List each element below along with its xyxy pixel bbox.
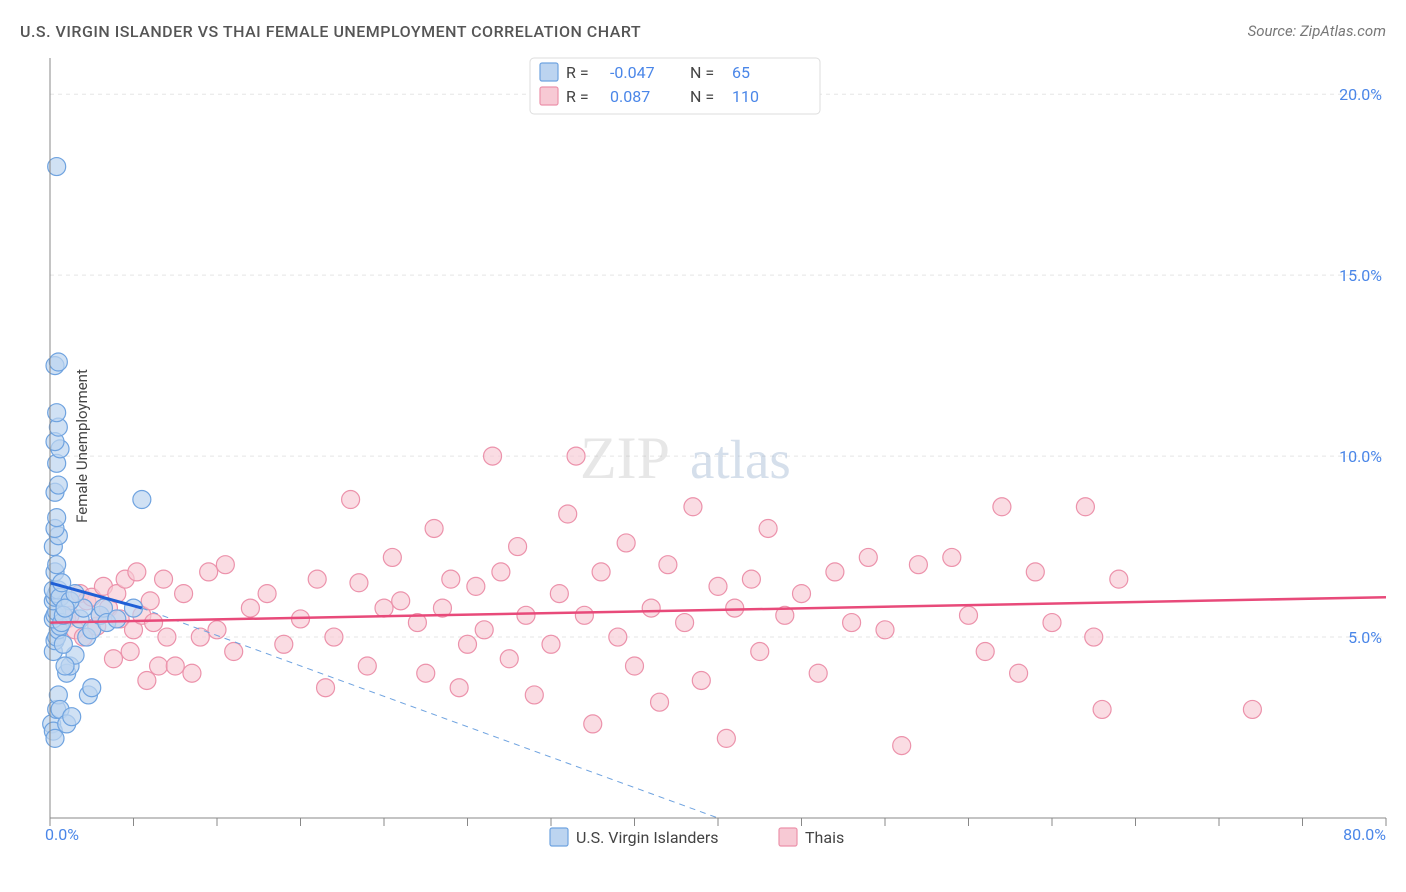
thai-points [58,447,1262,755]
svg-text:U.S. Virgin Islanders: U.S. Virgin Islanders [576,828,719,847]
svg-text:N =: N = [690,63,714,82]
svg-text:65: 65 [732,63,750,82]
watermark-zip: ZIP [580,425,670,491]
svg-text:15.0%: 15.0% [1339,266,1382,285]
svg-text:R =: R = [566,87,589,106]
svg-text:R =: R = [566,63,589,82]
watermark-atlas: atlas [690,429,791,490]
source-attribution: Source: ZipAtlas.com [1248,22,1386,40]
svg-text:-0.047: -0.047 [610,63,655,82]
x-end-label: 80.0% [1343,825,1386,844]
svg-text:10.0%: 10.0% [1339,447,1382,466]
svg-text:5.0%: 5.0% [1348,628,1382,647]
x-start-label: 0.0% [45,825,79,844]
series-legend: U.S. Virgin Islanders Thais [550,828,844,847]
svg-text:110: 110 [732,87,759,106]
scatter-chart: ZIP atlas 5.0%10.0%15.0%20.0% 0.0% 80.0%… [50,58,1386,838]
svg-text:Thais: Thais [805,828,844,847]
chart-svg: ZIP atlas 5.0%10.0%15.0%20.0% 0.0% 80.0%… [50,58,1386,838]
chart-title: U.S. VIRGIN ISLANDER VS THAI FEMALE UNEM… [20,22,641,41]
svg-text:N =: N = [690,87,714,106]
gridlines [50,94,1386,637]
svg-text:20.0%: 20.0% [1339,85,1382,104]
correlation-legend: R = -0.047 N = 65 R = 0.087 N = 110 [530,58,820,114]
trend-lines [50,583,1386,818]
y-tick-labels: 5.0% 10.0% 15.0% 20.0% [1339,85,1382,647]
svg-text:0.087: 0.087 [610,87,650,106]
x-ticks [50,818,1386,826]
